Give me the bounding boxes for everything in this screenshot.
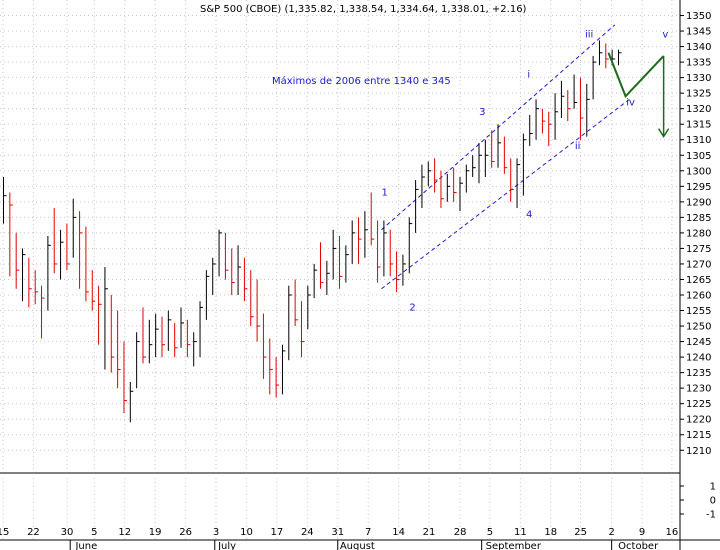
x-tick-label: 14 <box>392 527 405 538</box>
x-tick-label: 12 <box>118 527 131 538</box>
y-tick-label: 1315 <box>686 120 711 131</box>
wave-label: 2 <box>409 303 415 314</box>
y-tick-label: 1340 <box>686 42 711 53</box>
month-label: September <box>486 541 542 550</box>
x-tick-label: 25 <box>574 527 587 538</box>
y-tick-label: 1290 <box>686 197 711 208</box>
x-tick-label: 19 <box>149 527 162 538</box>
x-tick-label: 2 <box>608 527 614 538</box>
wave-label: i <box>527 70 530 81</box>
y-tick-label: 1270 <box>686 259 711 270</box>
indicator-tick-label: 1 <box>710 482 716 493</box>
elliott-projection <box>607 52 670 139</box>
y-tick-label: 1210 <box>686 446 711 457</box>
y-tick-label: 1250 <box>686 322 711 333</box>
x-tick-label: 21 <box>423 527 436 538</box>
projection-path <box>607 52 665 99</box>
y-tick-label: 1345 <box>686 27 711 38</box>
x-tick-label: 9 <box>639 527 645 538</box>
wave-label: iii <box>585 29 593 40</box>
x-tick-label: 28 <box>454 527 467 538</box>
y-tick-label: 1330 <box>686 73 711 84</box>
x-tick-label: 16 <box>666 527 679 538</box>
indicator-tick-label: -1 <box>706 510 716 521</box>
month-label: July <box>217 541 236 550</box>
x-tick-label: 31 <box>331 527 344 538</box>
y-tick-label: 1225 <box>686 399 711 410</box>
y-tick-label: 1220 <box>686 415 711 426</box>
wave-label: iv <box>626 98 635 109</box>
month-label: October <box>618 541 659 550</box>
x-tick-label: 5 <box>91 527 97 538</box>
wave-label: v <box>662 29 668 40</box>
wave-label: 4 <box>526 209 532 220</box>
x-tick-label: 15 <box>0 527 9 538</box>
y-tick-label: 1320 <box>686 104 711 115</box>
y-tick-label: 1255 <box>686 306 711 317</box>
y-tick-label: 1215 <box>686 430 711 441</box>
annotation-text: Máximos de 2006 entre 1340 e 345 <box>272 75 451 87</box>
y-tick-label: 1295 <box>686 182 711 193</box>
x-tick-label: 24 <box>301 527 314 538</box>
y-tick-label: 1350 <box>686 11 711 22</box>
y-tick-label: 1300 <box>686 166 711 177</box>
month-label: August <box>340 541 375 550</box>
x-tick-label: 22 <box>27 527 40 538</box>
wave-label: 1 <box>381 188 387 199</box>
wave-label: 3 <box>479 107 485 118</box>
y-tick-label: 1305 <box>686 151 711 162</box>
y-tick-label: 1245 <box>686 337 711 348</box>
y-tick-label: 1335 <box>686 58 711 69</box>
y-tick-label: 1285 <box>686 213 711 224</box>
x-axis: 15 22 30 5 12 19 26 3 10 17 24 31 7 14 21 28 5 11 18 25 2 9 16… <box>0 527 678 550</box>
y-tick-label: 1310 <box>686 135 711 146</box>
x-tick-label: 3 <box>213 527 219 538</box>
projection-arrow-head <box>657 128 670 139</box>
x-tick-label: 26 <box>179 527 192 538</box>
x-tick-label: 18 <box>544 527 557 538</box>
x-tick-label: 10 <box>240 527 253 538</box>
x-tick-label: 5 <box>487 527 493 538</box>
x-tick-label: 30 <box>61 527 74 538</box>
month-label: June <box>74 541 97 550</box>
y-tick-label: 1230 <box>686 384 711 395</box>
indicator-tick-label: 0 <box>710 496 716 507</box>
x-tick-label: 17 <box>271 527 284 538</box>
wave-label: ii <box>575 141 581 152</box>
y-tick-label: 1280 <box>686 228 711 239</box>
chart-title: S&P 500 (CBOE) (1,335.82, 1,338.54, 1,33… <box>200 4 527 15</box>
y-tick-label: 1235 <box>686 368 711 379</box>
y-tick-label: 1275 <box>686 244 711 255</box>
channel-lower-line <box>381 98 630 290</box>
x-tick-label: 7 <box>365 527 371 538</box>
y-tick-label: 1265 <box>686 275 711 286</box>
y-axis: 1210 1215 1220 1225 1230 1235 1240 1245 1250 1255… <box>680 11 716 521</box>
y-tick-label: 1325 <box>686 89 711 100</box>
y-tick-label: 1260 <box>686 291 711 302</box>
y-tick-label: 1240 <box>686 353 711 364</box>
trend-channel <box>381 24 630 290</box>
price-bars <box>3 40 622 423</box>
x-tick-label: 11 <box>514 527 527 538</box>
